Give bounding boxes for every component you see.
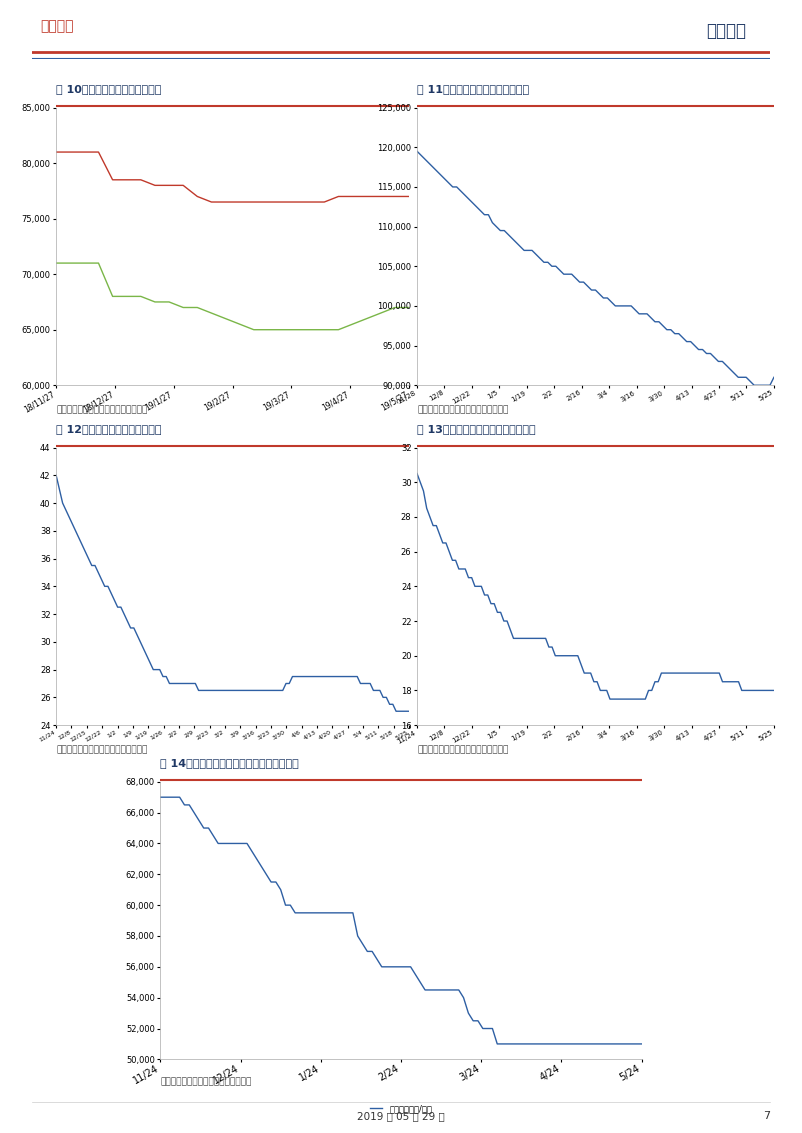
Text: 图 14：近六个月磷酸铁锂正极材料市场价格: 图 14：近六个月磷酸铁锂正极材料市场价格 — [160, 758, 299, 768]
Text: 数据来源：百川资讯，上海证券研究所: 数据来源：百川资讯，上海证券研究所 — [56, 746, 148, 755]
Text: 上海证券: 上海证券 — [40, 19, 74, 33]
Text: 数据来源：百川资讯，上海证券研究所: 数据来源：百川资讯，上海证券研究所 — [417, 406, 508, 415]
Text: 7: 7 — [763, 1111, 770, 1122]
Text: 图 12：近六个月电解钴市场价格: 图 12：近六个月电解钴市场价格 — [56, 424, 162, 434]
Legend: 磷酸铁锂（元/吨）: 磷酸铁锂（元/吨） — [367, 1100, 435, 1116]
Text: 图 13：近六个月四氧化三钴市场价格: 图 13：近六个月四氧化三钴市场价格 — [417, 424, 536, 434]
Legend: 氢氧化锂（元/吨）: 氢氧化锂（元/吨） — [566, 448, 625, 460]
Legend: 四氧化三钴（万元/吨）: 四氧化三钴（万元/吨） — [562, 787, 629, 800]
Text: 2019 年 05 月 29 日: 2019 年 05 月 29 日 — [357, 1111, 445, 1122]
Text: 图 10：近六个月碳酸锂市场价格: 图 10：近六个月碳酸锂市场价格 — [56, 84, 161, 94]
Text: 数据来源：百川资讯，上海证券研究所: 数据来源：百川资讯，上海证券研究所 — [417, 746, 508, 755]
Text: 数据来源：百川资讯，上海证券研究所: 数据来源：百川资讯，上海证券研究所 — [160, 1077, 252, 1087]
Text: 数据来源：百川资讯，上海证券研究所: 数据来源：百川资讯，上海证券研究所 — [56, 406, 148, 415]
Text: 行业动态: 行业动态 — [706, 22, 746, 40]
Legend: 电解钴（万元/吨）: 电解钴（万元/吨） — [204, 787, 261, 800]
Text: 图 11：近六个月氢氧化锂市场价格: 图 11：近六个月氢氧化锂市场价格 — [417, 84, 529, 94]
Legend: 电池级碳酸锂（元/吨）, 工业级碳酸锂（元/吨）: 电池级碳酸锂（元/吨）, 工业级碳酸锂（元/吨） — [162, 459, 303, 470]
